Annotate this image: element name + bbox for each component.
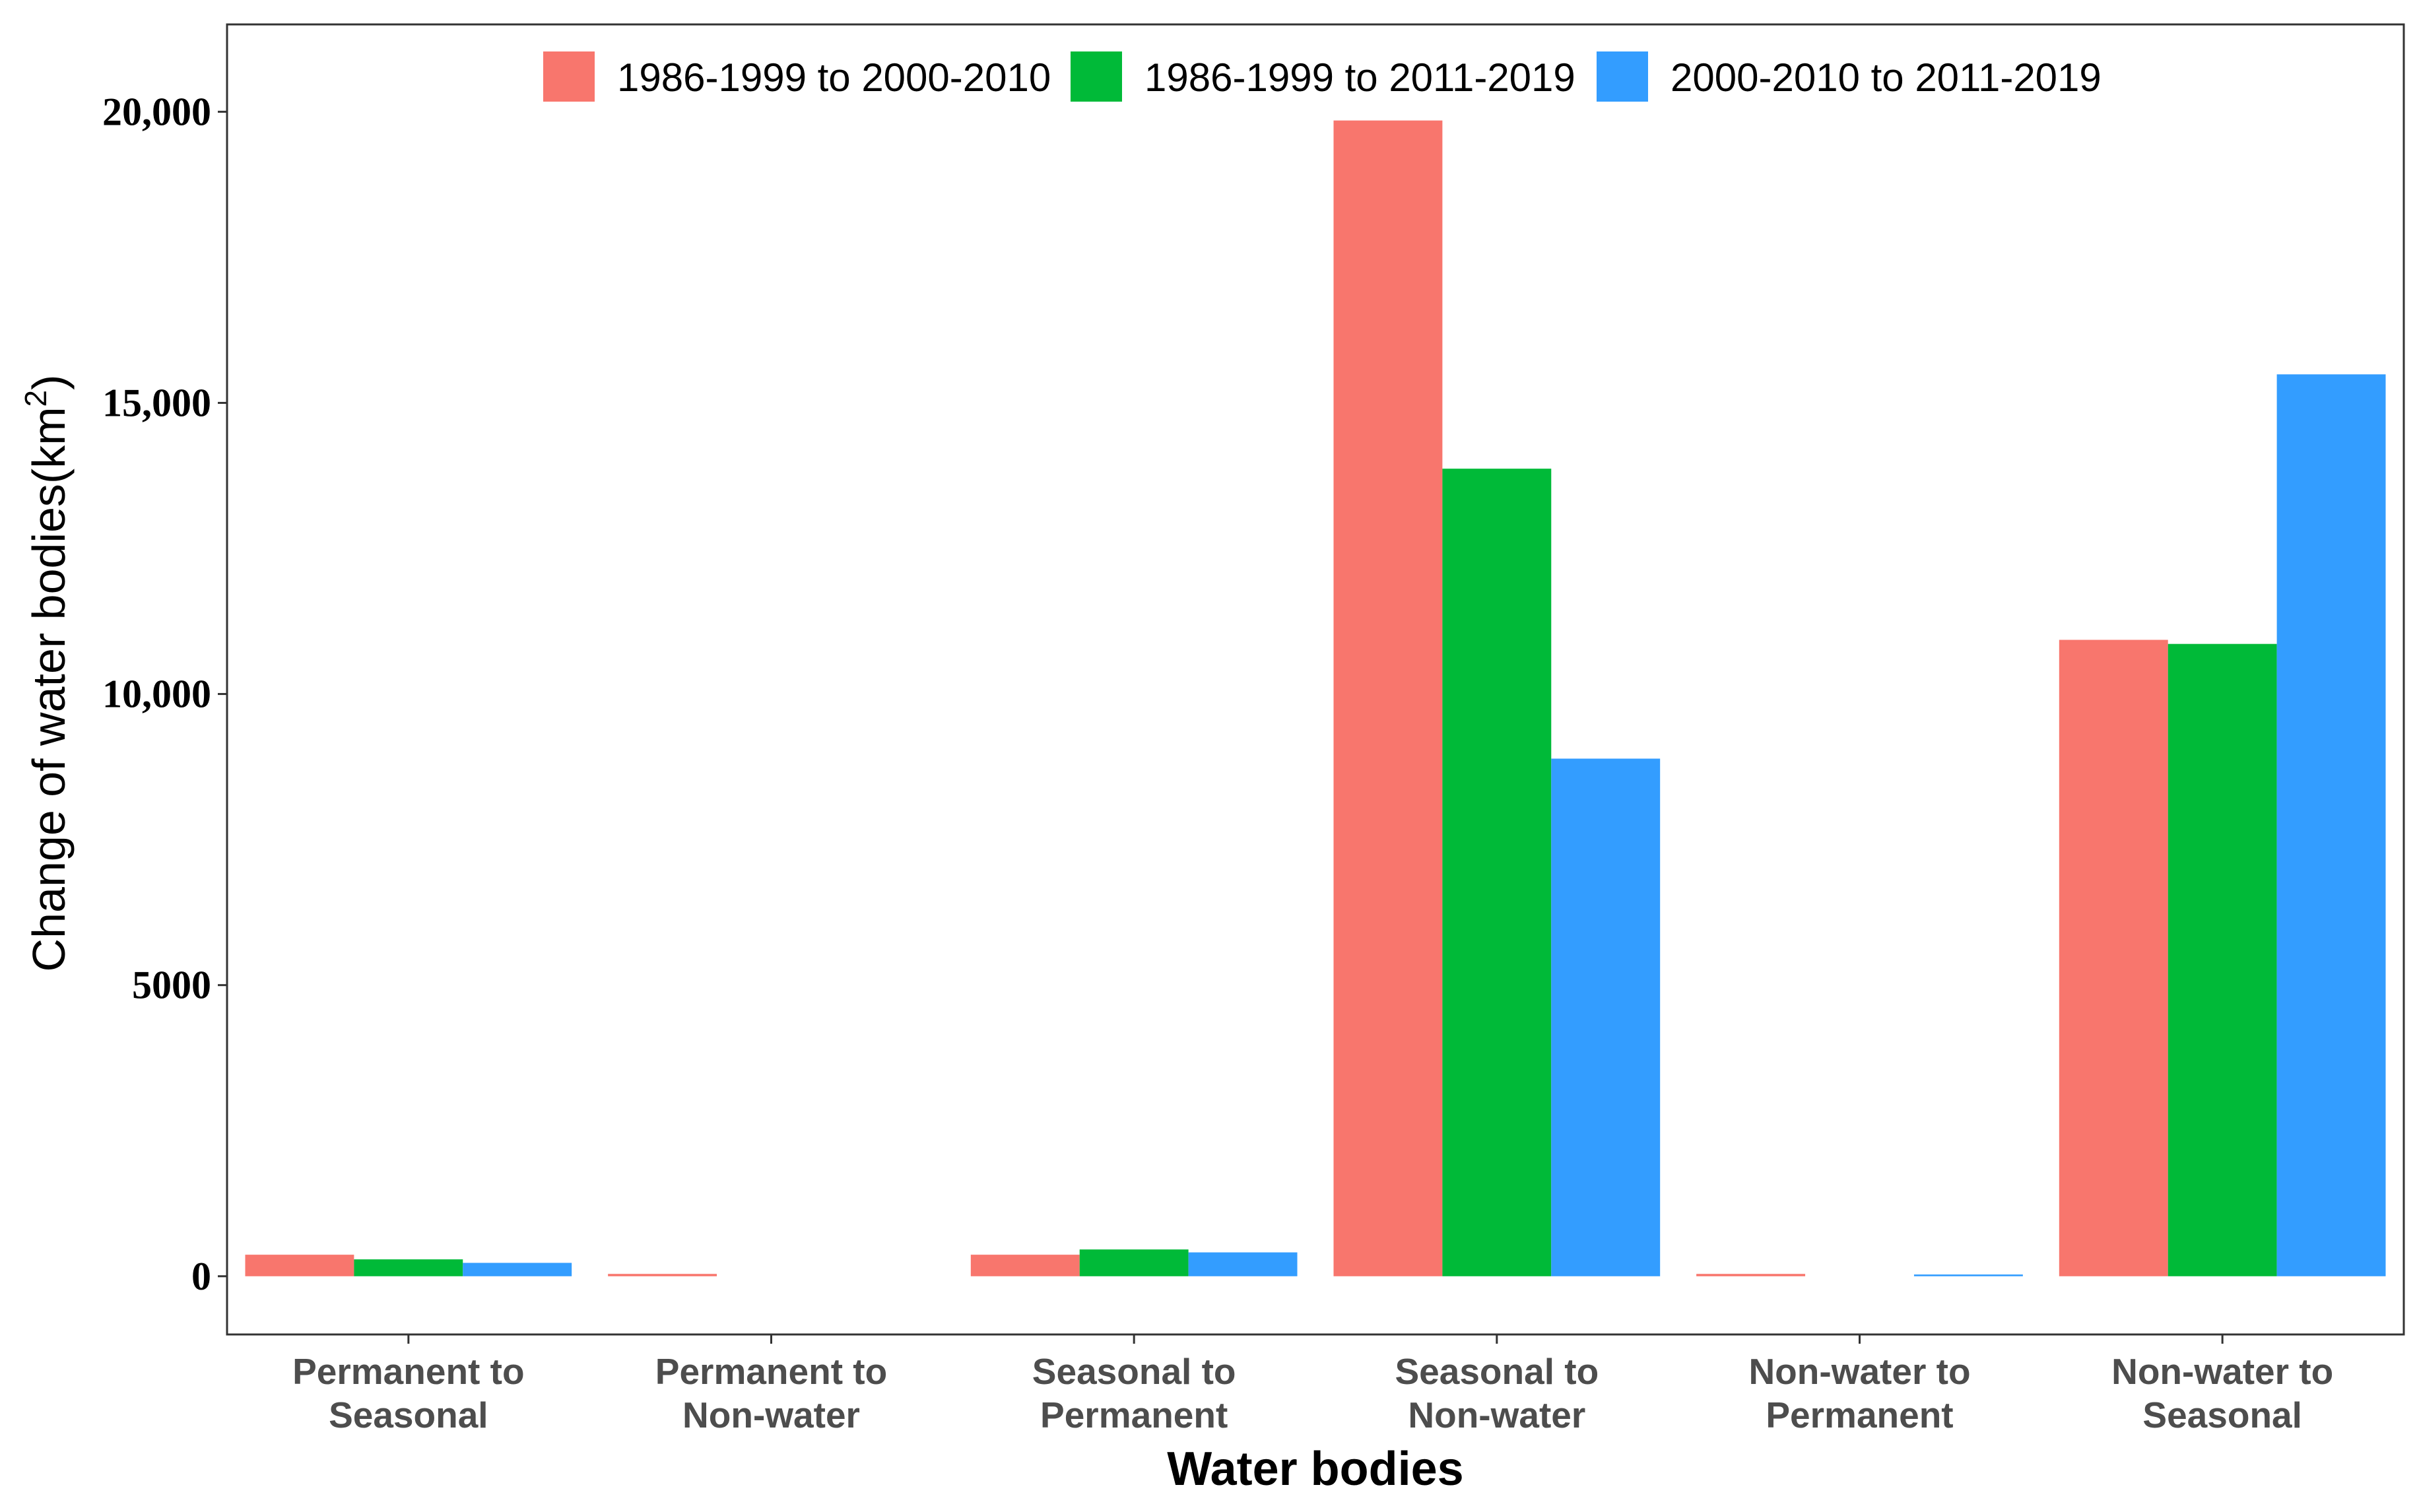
bar-series3-category5 — [1913, 1274, 2023, 1276]
bar-series3-category4 — [1551, 758, 1661, 1276]
x-tick-label-1: Permanent to Seasonal — [292, 1351, 524, 1435]
y-axis-title: Change of water bodies(km2) — [18, 375, 75, 972]
bar-series1-category5 — [1696, 1274, 1806, 1276]
x-tick-label-line: Seasonal to — [1395, 1351, 1599, 1392]
bar-series3-category1 — [463, 1263, 572, 1276]
bar-series3-category3 — [1188, 1252, 1298, 1276]
y-axis-title-superscript: 2 — [18, 390, 53, 407]
x-axis-title: Water bodies — [1167, 1443, 1463, 1496]
x-tick-label-line: Permanent — [1766, 1395, 1953, 1435]
bar-series2-category1 — [354, 1259, 463, 1276]
y-tick-label-5: 20,000 — [102, 90, 211, 133]
x-tick-label-line: Permanent to — [655, 1351, 887, 1392]
x-tick-label-line: Seasonal — [329, 1395, 488, 1435]
x-tick-label-line: Non-water to — [2111, 1351, 2333, 1392]
plot-panel-border — [226, 23, 2405, 1336]
x-tick-label-line: Non-water — [1408, 1395, 1585, 1435]
bar-series1-category2 — [608, 1274, 717, 1276]
bar-series1-category3 — [970, 1255, 1080, 1276]
bar-series1-category6 — [2059, 640, 2168, 1276]
x-tick-label-line: Permanent — [1040, 1395, 1228, 1435]
legend: 1986-1999 to 2000-2010 1986-1999 to 2011-… — [543, 51, 2102, 102]
y-axis: 0 5000 10,000 15,000 20,000 — [102, 90, 227, 1298]
y-axis-title-close: ) — [23, 375, 75, 390]
x-tick-label-line: Seasonal — [2142, 1395, 2302, 1435]
legend-label-3: 2000-2010 to 2011-2019 — [1671, 55, 2102, 100]
y-tick-label-1: 0 — [191, 1255, 211, 1298]
legend-key-1 — [543, 51, 595, 102]
x-tick-label-line: Permanent to — [292, 1351, 524, 1392]
bar-series2-category3 — [1079, 1249, 1189, 1276]
y-axis-title-main: Change of water bodies(km — [23, 407, 75, 971]
legend-label-2: 1986-1999 to 2011-2019 — [1144, 55, 1575, 100]
x-tick-label-line: Seasonal to — [1032, 1351, 1236, 1392]
x-tick-label-3: Seasonal to Permanent — [1032, 1351, 1236, 1435]
legend-key-2 — [1071, 51, 1122, 102]
x-tick-label-line: Non-water — [682, 1395, 860, 1435]
x-tick-label-6: Non-water to Seasonal — [2111, 1351, 2333, 1435]
bar-series1-category4 — [1333, 120, 1443, 1276]
x-tick-label-line: Non-water to — [1748, 1351, 1970, 1392]
bar-series2-category4 — [1442, 469, 1552, 1276]
y-tick-label-3: 10,000 — [102, 673, 211, 716]
legend-label-1: 1986-1999 to 2000-2010 — [617, 55, 1051, 100]
x-tick-label-2: Permanent to Non-water — [655, 1351, 887, 1435]
y-tick-label-4: 15,000 — [102, 381, 211, 424]
x-tick-label-4: Seasonal to Non-water — [1395, 1351, 1599, 1435]
bar-series3-category6 — [2276, 374, 2386, 1276]
bar-series2-category6 — [2168, 643, 2277, 1276]
x-tick-label-5: Non-water to Permanent — [1748, 1351, 1970, 1435]
bar-series1-category1 — [245, 1255, 354, 1276]
y-tick-label-2: 5000 — [132, 964, 211, 1007]
bars-layer — [245, 120, 2386, 1276]
legend-key-3 — [1597, 51, 1648, 102]
